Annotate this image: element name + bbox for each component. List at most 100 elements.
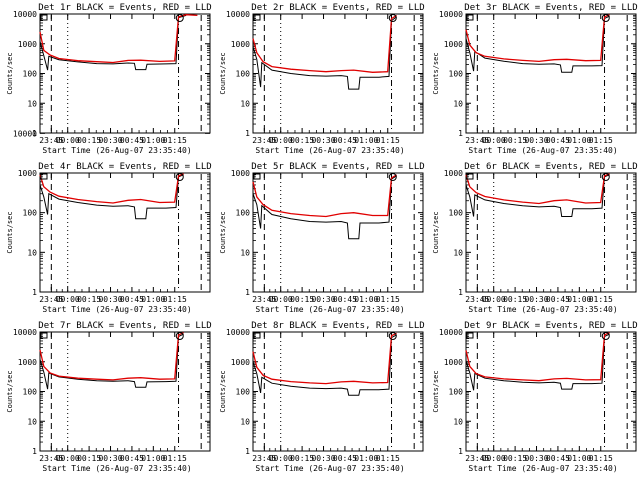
y-tick-label: 100 (23, 70, 38, 79)
y-tick-label: 100 (23, 209, 38, 218)
panel-8: Det 8r BLACK = Events, RED = LLD 1 10 100 10… (219, 321, 425, 473)
x-tick-label: 00:45 (120, 136, 144, 145)
y-tick-label: 10000 (13, 129, 37, 138)
y-tick-label: 10 (453, 417, 463, 426)
x-axis-label: Start Time (26-Aug-07 23:35:40) (468, 464, 617, 473)
panel-3: Det 3r BLACK = Events, RED = LLD 1 10 100 10… (432, 3, 638, 155)
x-tick-label: 23:45 (465, 136, 489, 145)
plot-frame (465, 13, 637, 134)
x-tick-label: 00:15 (290, 295, 314, 304)
x-tick-label: 00:30 (98, 136, 122, 145)
x-tick-label: 01:15 (163, 454, 187, 463)
lld-series-line (465, 332, 610, 382)
x-axis-label: Start Time (26-Aug-07 23:35:40) (42, 305, 191, 314)
x-tick-label: 00:30 (311, 295, 335, 304)
corner-circle-marker (175, 14, 184, 22)
x-tick-label: 00:00 (56, 136, 80, 145)
x-tick-label: 00:00 (482, 295, 506, 304)
y-tick-label: 10 (240, 99, 250, 108)
y-tick-label: 10000 (226, 328, 250, 337)
y-tick-label: 10 (27, 417, 37, 426)
x-tick-label: 00:45 (120, 454, 144, 463)
y-tick-label: 1 (245, 288, 250, 297)
panel-title: Det 2r BLACK = Events, RED = LLD (251, 3, 424, 13)
x-tick-label: 00:45 (546, 295, 570, 304)
x-tick-label: 00:45 (120, 295, 144, 304)
x-tick-label: 01:00 (567, 295, 591, 304)
y-tick-label: 10000 (13, 328, 37, 337)
x-axis-label: Start Time (26-Aug-07 23:35:40) (468, 146, 617, 155)
x-tick-label: 00:00 (56, 295, 80, 304)
plot-frame (39, 172, 211, 293)
corner-circle-marker (388, 332, 397, 340)
x-axis-label: Start Time (26-Aug-07 23:35:40) (255, 464, 404, 473)
y-tick-label: 1 (32, 288, 37, 297)
lld-series-line (39, 14, 198, 64)
y-tick-label: 1000 (231, 40, 250, 49)
x-tick-label: 00:15 (503, 136, 527, 145)
lld-series-line (39, 173, 184, 204)
y-axis-label: Counts/sec (219, 370, 227, 412)
x-tick-label: 00:15 (77, 136, 101, 145)
y-tick-label: 1 (458, 129, 463, 138)
x-tick-label: 01:00 (141, 136, 165, 145)
corner-circle-marker (601, 14, 610, 22)
corner-circle-marker (601, 173, 610, 181)
x-tick-label: 23:45 (465, 454, 489, 463)
plot-frame (252, 172, 424, 293)
x-tick-label: 00:45 (333, 136, 357, 145)
y-tick-label: 1000 (444, 358, 463, 367)
x-tick-label: 01:00 (354, 454, 378, 463)
panel-title: Det 6r BLACK = Events, RED = LLD (464, 162, 637, 172)
corner-box-marker (253, 173, 261, 180)
lld-series-line (252, 174, 397, 218)
events-series-line (252, 175, 397, 240)
x-tick-label: 01:15 (589, 295, 613, 304)
y-tick-label: 10 (27, 248, 37, 257)
y-tick-label: 100 (449, 209, 464, 218)
y-tick-label: 10000 (13, 10, 37, 19)
events-series-line (252, 16, 397, 90)
x-tick-label: 00:30 (311, 136, 335, 145)
events-series-line (252, 334, 397, 396)
y-tick-label: 10000 (226, 10, 250, 19)
x-tick-label: 01:15 (163, 136, 187, 145)
events-series-line (465, 174, 610, 217)
x-tick-label: 00:15 (503, 295, 527, 304)
x-tick-label: 00:30 (311, 454, 335, 463)
x-tick-label: 01:15 (589, 136, 613, 145)
x-tick-label: 00:45 (333, 454, 357, 463)
x-tick-label: 00:00 (482, 136, 506, 145)
x-tick-label: 00:30 (524, 136, 548, 145)
panel-title: Det 8r BLACK = Events, RED = LLD (251, 321, 424, 331)
y-axis-label: Counts/sec (6, 52, 14, 94)
x-axis-label: Start Time (26-Aug-07 23:35:40) (42, 146, 191, 155)
corner-box-marker (466, 173, 474, 180)
y-tick-label: 1 (458, 288, 463, 297)
panel-title: Det 9r BLACK = Events, RED = LLD (464, 321, 637, 331)
x-tick-label: 01:15 (376, 454, 400, 463)
corner-circle-marker (601, 332, 610, 340)
x-tick-label: 01:00 (141, 295, 165, 304)
x-tick-label: 23:45 (39, 136, 63, 145)
y-tick-label: 10000 (439, 328, 463, 337)
panel-7: Det 7r BLACK = Events, RED = LLD 1 10 100 10… (6, 321, 212, 473)
lld-series-line (252, 14, 397, 73)
plot-frame (39, 331, 211, 452)
corner-circle-marker (388, 14, 397, 22)
x-tick-label: 00:15 (77, 454, 101, 463)
x-tick-label: 00:15 (290, 454, 314, 463)
panel-9: Det 9r BLACK = Events, RED = LLD 1 10 100 10… (432, 321, 638, 473)
y-axis-label: Counts/sec (432, 211, 440, 253)
x-tick-label: 00:00 (56, 454, 80, 463)
panel-title: Det 1r BLACK = Events, RED = LLD (38, 3, 211, 13)
x-tick-label: 00:00 (269, 295, 293, 304)
x-tick-label: 01:00 (354, 136, 378, 145)
x-tick-label: 00:15 (77, 295, 101, 304)
x-tick-label: 23:45 (252, 136, 276, 145)
x-tick-label: 01:00 (567, 454, 591, 463)
panel-title: Det 4r BLACK = Events, RED = LLD (38, 162, 211, 172)
y-tick-label: 10 (27, 99, 37, 108)
events-series-line (39, 333, 184, 390)
